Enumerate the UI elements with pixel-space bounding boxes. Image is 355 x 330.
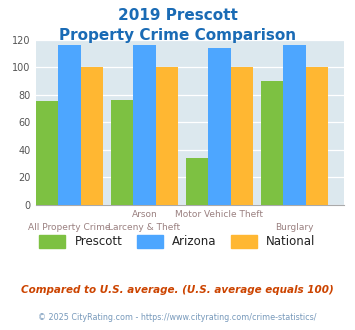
Bar xyxy=(36,102,58,205)
Bar xyxy=(133,45,155,205)
Text: Burglary: Burglary xyxy=(275,223,314,232)
Bar xyxy=(155,67,178,205)
Bar xyxy=(58,45,81,205)
Bar xyxy=(111,100,133,205)
Text: Property Crime Comparison: Property Crime Comparison xyxy=(59,28,296,43)
Bar xyxy=(306,67,328,205)
Text: © 2025 CityRating.com - https://www.cityrating.com/crime-statistics/: © 2025 CityRating.com - https://www.city… xyxy=(38,313,317,322)
Bar xyxy=(81,67,103,205)
Legend: Prescott, Arizona, National: Prescott, Arizona, National xyxy=(34,230,321,253)
Text: All Property Crime: All Property Crime xyxy=(28,223,110,232)
Text: Arson: Arson xyxy=(131,210,157,218)
Text: 2019 Prescott: 2019 Prescott xyxy=(118,8,237,23)
Bar xyxy=(208,48,231,205)
Text: Compared to U.S. average. (U.S. average equals 100): Compared to U.S. average. (U.S. average … xyxy=(21,285,334,295)
Bar xyxy=(261,81,283,205)
Bar xyxy=(186,158,208,205)
Text: Motor Vehicle Theft: Motor Vehicle Theft xyxy=(175,210,263,218)
Text: Larceny & Theft: Larceny & Theft xyxy=(108,223,180,232)
Bar xyxy=(283,45,306,205)
Bar xyxy=(231,67,253,205)
